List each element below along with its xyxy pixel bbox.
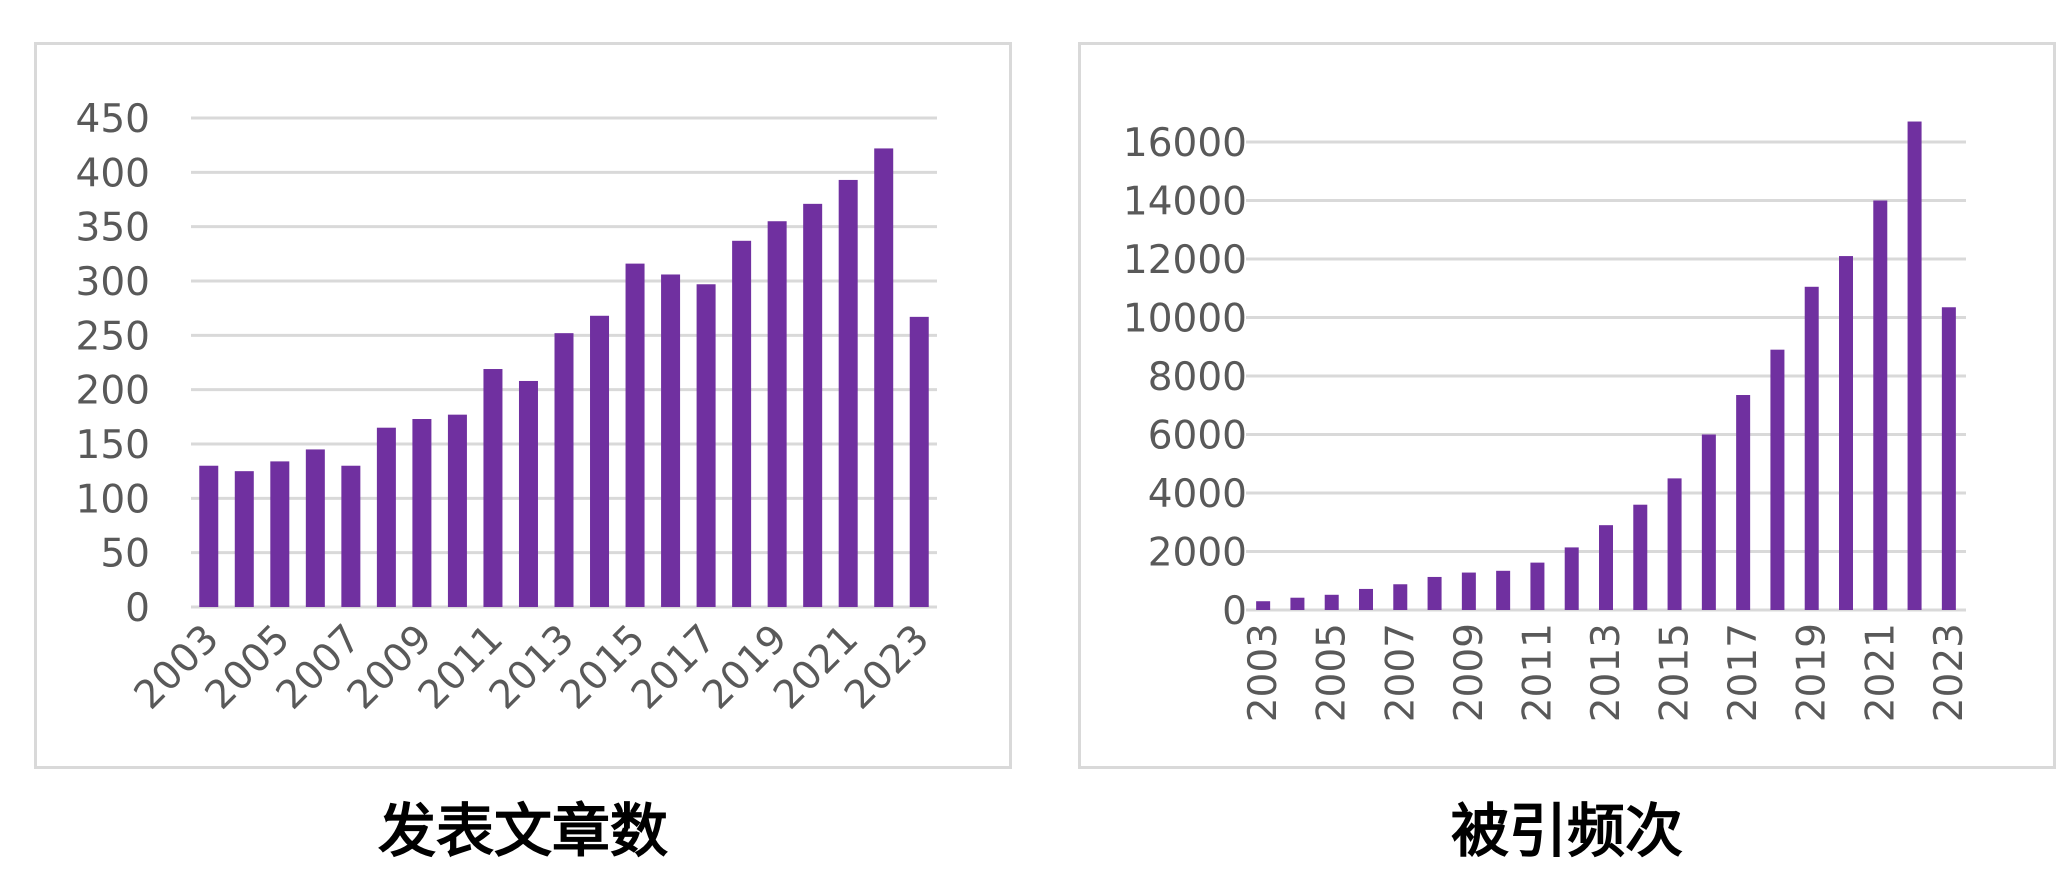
bar-2015: [1667, 478, 1682, 610]
y-tick-label: 400: [76, 151, 150, 196]
bar-2016: [1701, 434, 1716, 610]
x-tick-label: 2023: [1927, 623, 1972, 722]
y-tick-label: 8000: [1148, 355, 1247, 400]
bar-2013: [554, 333, 574, 607]
bar-2019: [1804, 286, 1819, 610]
y-tick-label: 10000: [1123, 297, 1247, 342]
bar-2022: [1907, 121, 1922, 611]
bar-2020: [803, 203, 823, 607]
chart-title-citations: 被引频次: [1450, 797, 1683, 865]
bar-chart-articles: 0501001502002503003504004502003200520072…: [76, 97, 939, 718]
bar-2004: [234, 471, 254, 607]
x-tick-label: 2011: [1515, 623, 1560, 722]
chart-panel-articles: 0 50 100 150 200 250 300 350 400 450 2003 2005 2007 2…: [34, 42, 1012, 769]
y-tick-label: 100: [76, 477, 150, 522]
bar-2011: [483, 369, 503, 607]
bar-2017: [696, 284, 716, 607]
chart-title-articles: 发表文章数: [377, 797, 668, 865]
bar-2009: [412, 419, 432, 607]
y-tick-label: 50: [100, 532, 150, 577]
bar-2016: [661, 274, 681, 607]
bar-2012: [518, 380, 538, 607]
bar-2009: [1461, 572, 1476, 610]
x-tick-label: 2019: [1790, 623, 1835, 722]
y-tick-label: 0: [1222, 589, 1247, 634]
bar-2006: [305, 449, 325, 607]
y-tick-label: 300: [76, 260, 150, 305]
bar-chart-citations: 0 2000 4000 6000 8000 10000 12000 14000 16000 200…: [1123, 121, 1972, 722]
bar-2023: [909, 316, 929, 607]
x-tick-label: 2017: [1721, 623, 1766, 722]
bar-2005: [1324, 594, 1339, 610]
bar-2014: [590, 315, 610, 607]
y-tick-label: 14000: [1123, 180, 1247, 225]
chart-panel-citations: 0 2000 4000 6000 8000 10000 12000 14000 16000 200…: [1078, 42, 2056, 769]
bar-2011: [1530, 562, 1545, 610]
bar-2004: [1290, 597, 1305, 610]
x-tick-label: 2015: [1653, 623, 1698, 722]
x-tick-label: 2023: [836, 616, 938, 718]
y-tick-label: 0: [125, 586, 150, 631]
x-tick-label: 2021: [1858, 623, 1903, 722]
bar-2021: [838, 179, 858, 607]
bar-2003: [199, 465, 219, 607]
bar-2012: [1564, 547, 1579, 610]
bar-2010: [447, 414, 467, 607]
bar-2015: [625, 263, 645, 607]
x-tick-label: 2007: [1378, 623, 1423, 722]
x-tick-label: 2005: [1310, 623, 1355, 722]
bar-2013: [1599, 525, 1613, 610]
bar-2007: [341, 465, 361, 607]
bar-2005: [270, 461, 290, 607]
bar-2023: [1941, 307, 1956, 610]
bar-2021: [1873, 200, 1888, 610]
y-tick-label: 350: [76, 206, 150, 251]
y-tick-label: 6000: [1148, 414, 1247, 459]
bar-2019: [767, 221, 787, 607]
y-tick-label: 150: [76, 423, 150, 468]
x-tick-label: 2009: [1447, 623, 1492, 722]
bar-2018: [732, 240, 752, 607]
bar-2020: [1839, 256, 1853, 610]
bar-2006: [1359, 588, 1373, 610]
bar-2007: [1393, 584, 1408, 610]
y-tick-label: 4000: [1148, 472, 1247, 517]
bar-2010: [1496, 570, 1511, 610]
x-tick-label: 2013: [1584, 623, 1629, 722]
y-tick-label: 200: [76, 369, 150, 414]
y-tick-label: 2000: [1148, 531, 1247, 576]
y-tick-label: 16000: [1123, 121, 1247, 166]
bar-2008: [1427, 576, 1442, 610]
bar-2014: [1633, 504, 1648, 610]
bar-2017: [1736, 395, 1751, 610]
bar-2022: [874, 148, 894, 607]
bar-2018: [1770, 349, 1785, 610]
y-tick-label: 450: [76, 97, 150, 142]
y-tick-label: 12000: [1123, 238, 1247, 283]
bar-2008: [376, 427, 396, 607]
y-tick-label: 250: [76, 314, 150, 359]
bar-2003: [1256, 601, 1271, 610]
x-tick-label: 2003: [1241, 623, 1286, 722]
